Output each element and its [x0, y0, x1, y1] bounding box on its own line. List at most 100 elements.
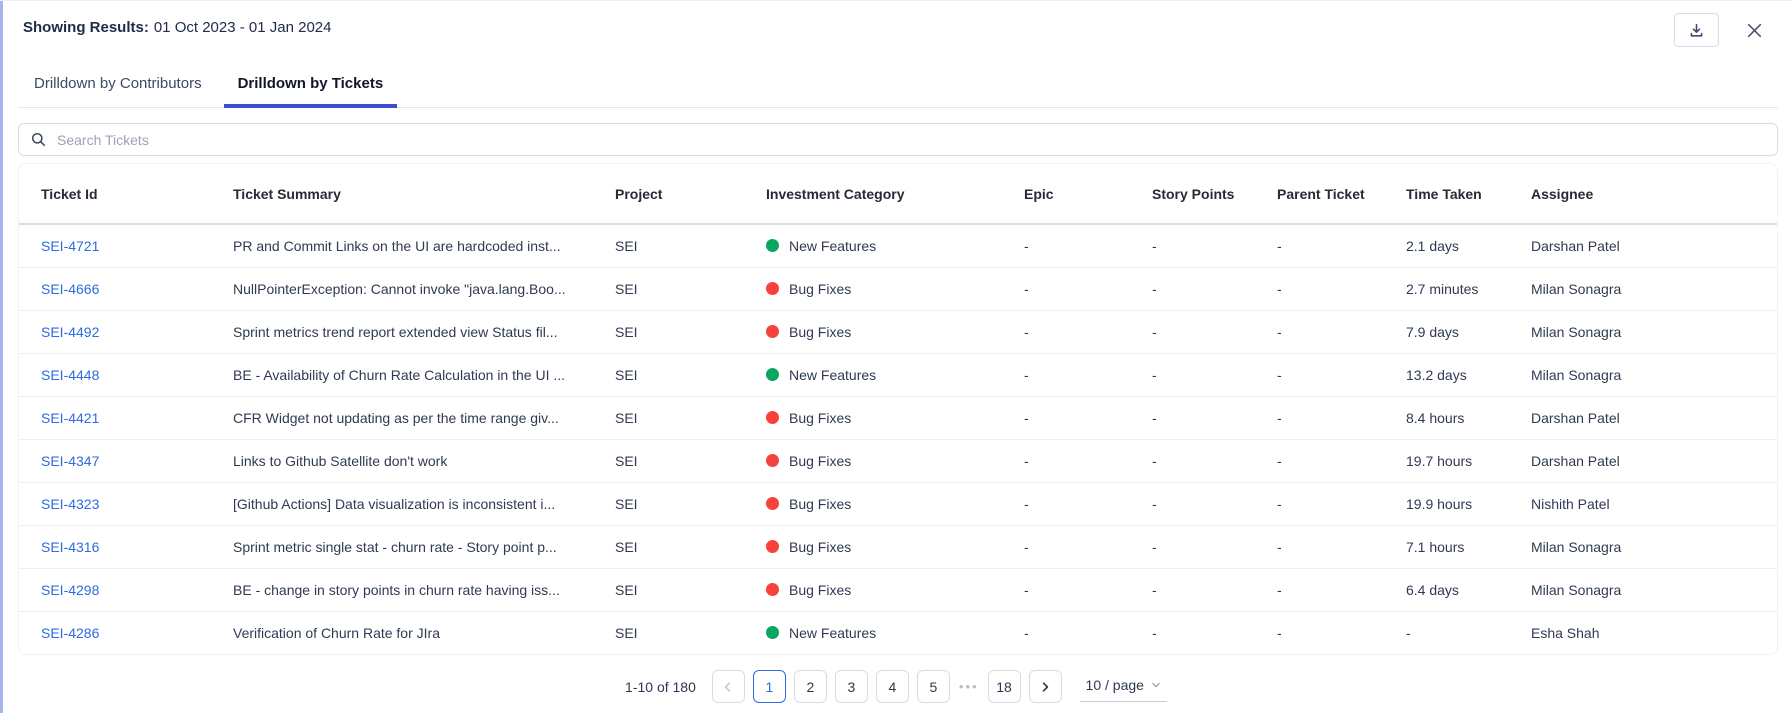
project-cell: SEI	[599, 310, 750, 354]
time-taken-cell: 7.9 days	[1390, 310, 1515, 354]
table-row: SEI-4666 NullPointerException: Cannot inv…	[19, 267, 1777, 311]
column-header: Ticket Id	[19, 164, 217, 225]
table-row: SEI-4347 Links to Github Satellite don't …	[19, 439, 1777, 483]
assignee-cell: Esha Shah	[1531, 624, 1600, 641]
page-button-18[interactable]: 18	[987, 670, 1021, 703]
category-dot-icon	[766, 583, 779, 596]
search-icon	[31, 132, 46, 147]
ticket-id-link[interactable]: SEI-4316	[41, 538, 100, 555]
drawer-left-edge	[0, 1, 3, 713]
tab-tickets[interactable]: Drilldown by Tickets	[223, 61, 398, 108]
page-ellipsis[interactable]: •••	[958, 679, 979, 694]
table-row: SEI-4323 [Github Actions] Data visualizat…	[19, 482, 1777, 526]
time-taken-cell: 8.4 hours	[1390, 396, 1515, 440]
column-header: Investment Category	[750, 164, 1008, 225]
assignee-cell: Milan Sonagra	[1515, 525, 1777, 569]
ticket-id-link[interactable]: SEI-4492	[41, 323, 100, 340]
tickets-table-container: Ticket Id Ticket Summary Project Investment…	[18, 163, 1778, 655]
page-size-select[interactable]: 10 / page	[1079, 672, 1167, 702]
category-dot-icon	[766, 239, 779, 253]
category-label: Bug Fixes	[789, 581, 852, 598]
next-page-button[interactable]	[1028, 670, 1062, 703]
tab-contributors[interactable]: Drilldown by Contributors	[34, 75, 202, 92]
ticket-id-link[interactable]: SEI-4286	[41, 624, 100, 641]
page-size-value: 10 / page	[1085, 676, 1144, 693]
investment-category-cell: Bug Fixes	[750, 310, 1008, 354]
epic-cell: -	[1008, 482, 1136, 526]
column-header: Story Points	[1136, 164, 1261, 225]
page-button-5[interactable]: 5	[916, 670, 950, 703]
investment-category-cell: Bug Fixes	[750, 396, 1008, 440]
parent-ticket-cell: -	[1261, 568, 1390, 612]
page-button-3[interactable]: 3	[834, 670, 868, 703]
ticket-summary-cell: PR and Commit Links on the UI are hardco…	[217, 224, 599, 268]
assignee-cell: Milan Sonagra	[1515, 267, 1777, 311]
category-dot-icon	[766, 411, 779, 424]
search-box[interactable]	[18, 123, 1778, 156]
close-button[interactable]	[1745, 21, 1764, 40]
ticket-id-link[interactable]: SEI-4323	[41, 495, 100, 512]
epic-cell: -	[1008, 353, 1136, 397]
table-row: SEI-4448 BE - Availability of Churn Rate …	[19, 353, 1777, 397]
table-row: SEI-4721 PR and Commit Links on the UI ar…	[19, 224, 1777, 268]
project-cell: SEI	[599, 439, 750, 483]
ticket-id-link[interactable]: SEI-4421	[41, 409, 100, 426]
ticket-id-link[interactable]: SEI-4721	[41, 237, 100, 254]
investment-category-cell: Bug Fixes	[750, 568, 1008, 612]
parent-ticket-cell: -	[1261, 353, 1390, 397]
ticket-id-cell: SEI-4323	[19, 482, 217, 526]
project-cell: SEI	[599, 568, 750, 612]
ticket-id-link[interactable]: SEI-4666	[41, 280, 100, 297]
download-icon	[1688, 22, 1705, 39]
investment-category-cell: New Features	[750, 224, 1008, 268]
ticket-id-link[interactable]: SEI-4298	[41, 581, 100, 598]
time-taken-cell: -	[1406, 624, 1411, 641]
ticket-summary-cell: BE - change in story points in churn rat…	[217, 568, 599, 612]
investment-category-cell: New Features	[750, 353, 1008, 397]
assignee-cell: Darshan Patel	[1515, 439, 1777, 483]
ticket-id-cell: SEI-4492	[19, 310, 217, 354]
table-row: SEI-4421 CFR Widget not updating as per t…	[19, 396, 1777, 440]
category-dot-icon	[766, 454, 779, 467]
story-points-cell: -	[1136, 525, 1261, 569]
time-taken-cell: 19.7 hours	[1390, 439, 1515, 483]
ticket-summary-cell: Sprint metrics trend report extended vie…	[217, 310, 599, 354]
ticket-summary-cell: BE - Availability of Churn Rate Calculat…	[217, 353, 599, 397]
ticket-id-link[interactable]: SEI-4448	[41, 366, 100, 383]
project-cell: SEI	[599, 224, 750, 268]
category-label: New Features	[789, 366, 877, 383]
project-cell: SEI	[599, 525, 750, 569]
parent-ticket-cell: -	[1261, 482, 1390, 526]
close-icon	[1745, 21, 1764, 40]
page-button-1[interactable]: 1	[752, 670, 786, 703]
page-button-2[interactable]: 2	[793, 670, 827, 703]
story-points-cell: -	[1136, 439, 1261, 483]
time-taken-cell: 19.9 hours	[1390, 482, 1515, 526]
project-cell: SEI	[615, 624, 638, 641]
column-header: Ticket Summary	[217, 164, 599, 225]
search-input[interactable]	[55, 130, 1765, 149]
column-header: Parent Ticket	[1261, 164, 1390, 225]
ticket-id-cell: SEI-4448	[19, 353, 217, 397]
story-points-cell: -	[1152, 624, 1157, 641]
project-cell: SEI	[599, 353, 750, 397]
table-header-row: Ticket Id Ticket Summary Project Investment…	[19, 164, 1777, 225]
parent-ticket-cell: -	[1261, 439, 1390, 483]
category-dot-icon	[766, 497, 779, 510]
download-button[interactable]	[1674, 13, 1719, 47]
ticket-id-cell: SEI-4666	[19, 267, 217, 311]
story-points-cell: -	[1136, 224, 1261, 268]
ticket-id-link[interactable]: SEI-4347	[41, 452, 100, 469]
story-points-cell: -	[1136, 310, 1261, 354]
category-label: Bug Fixes	[789, 452, 852, 469]
category-dot-icon	[766, 325, 779, 338]
pagination-pages: 1 2 3 4 5 ••• 18	[752, 670, 1021, 703]
previous-page-button[interactable]	[711, 670, 745, 703]
assignee-cell: Milan Sonagra	[1515, 310, 1777, 354]
category-dot-icon	[766, 282, 779, 295]
time-taken-cell: 2.1 days	[1390, 224, 1515, 268]
table-row: SEI-4298 BE - change in story points in c…	[19, 568, 1777, 612]
category-label: Bug Fixes	[789, 323, 852, 340]
story-points-cell: -	[1136, 396, 1261, 440]
page-button-4[interactable]: 4	[875, 670, 909, 703]
